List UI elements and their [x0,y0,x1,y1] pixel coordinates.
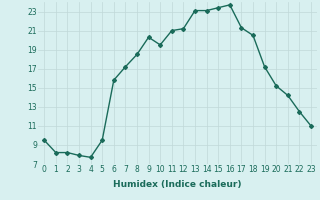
X-axis label: Humidex (Indice chaleur): Humidex (Indice chaleur) [113,180,242,189]
